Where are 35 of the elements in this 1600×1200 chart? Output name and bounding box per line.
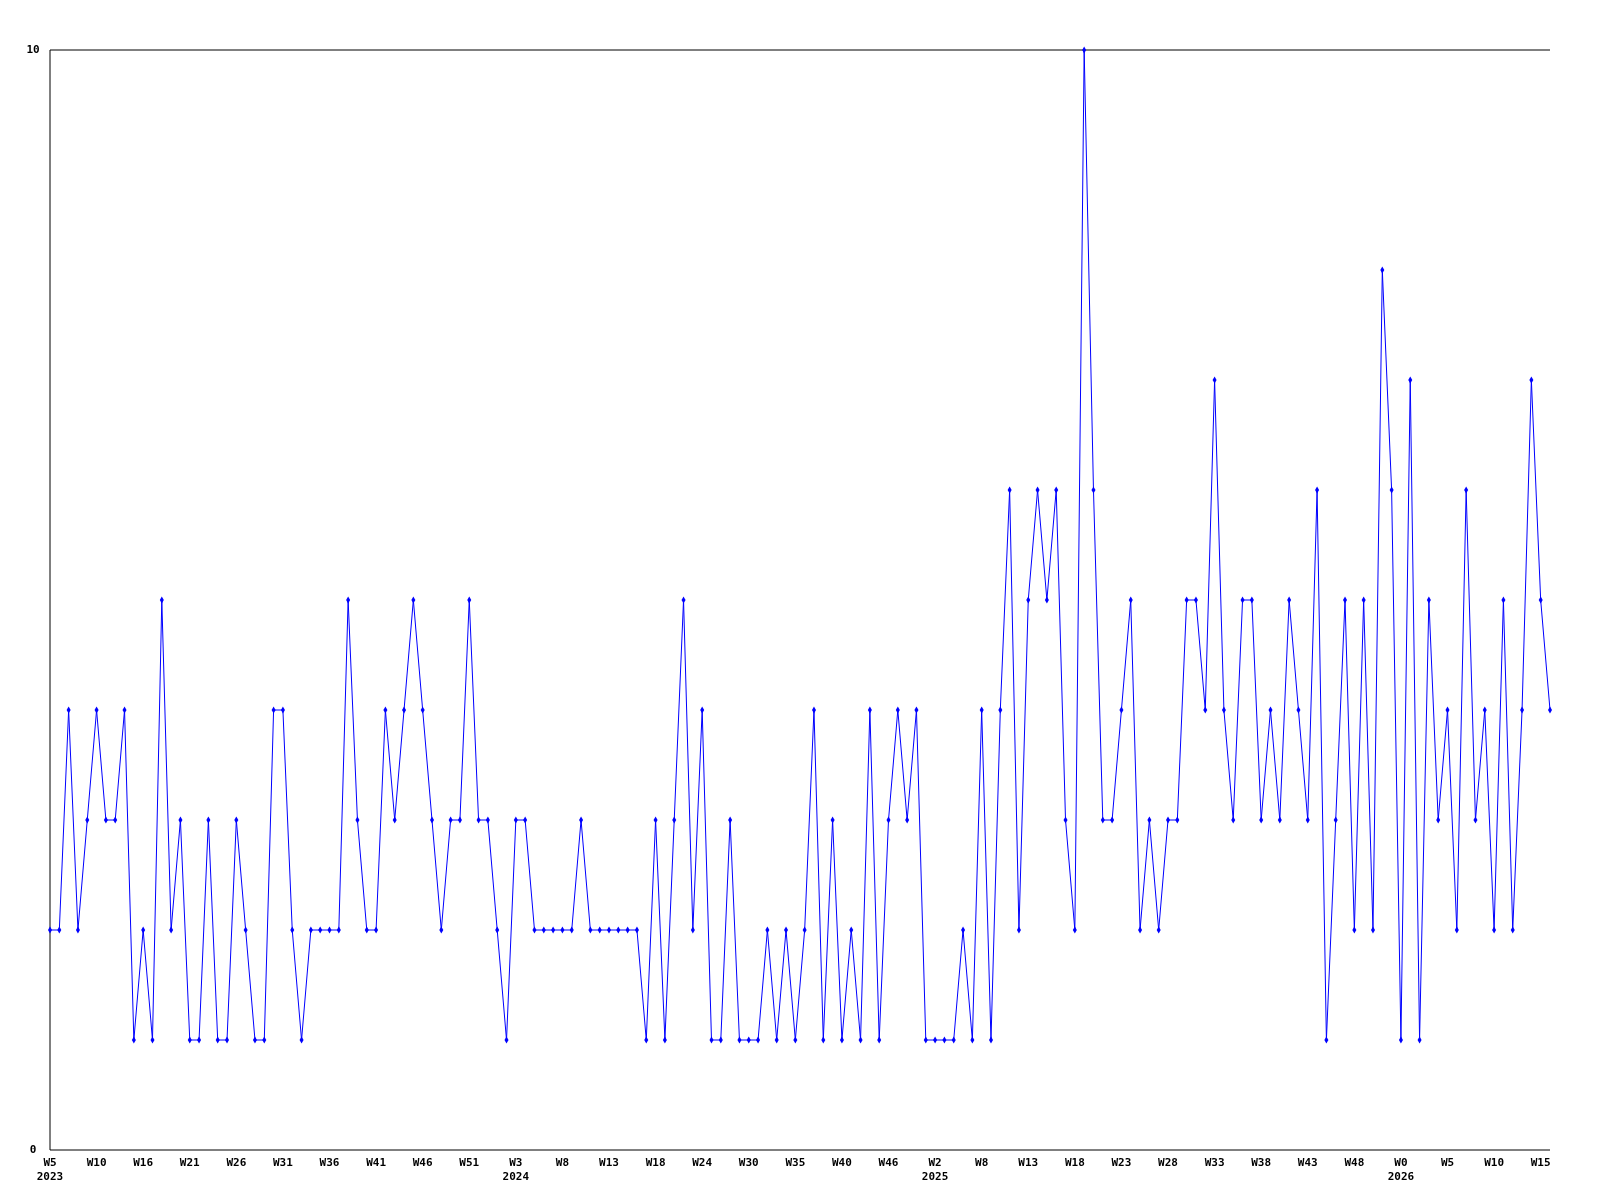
x-tick-label: W41 [366,1156,387,1169]
x-tick-label: W23 [1111,1156,1132,1169]
x-tick-label: W36 [319,1156,340,1169]
x-tick-label: W18 [1064,1156,1085,1169]
x-tick-label: W46 [878,1156,899,1169]
x-tick-label: W43 [1297,1156,1318,1169]
y-tick-label: 0 [29,1143,37,1156]
x-tick-label: W30 [738,1156,759,1169]
x-tick-label: W24 [692,1156,713,1169]
x-tick-label: W8 [555,1156,570,1169]
x-tick-label: W8 [975,1156,989,1169]
x-tick-label: W51 [459,1156,480,1169]
x-tick-label: W10 [86,1156,107,1169]
x-tick-label: W0 2026 [1387,1156,1415,1183]
x-tick-label: W26 [226,1156,247,1169]
x-tick-label: W16 [133,1156,154,1169]
y-tick-label: 10 [26,43,40,56]
x-tick-label: W5 2023 [36,1156,64,1183]
x-tick-label: W48 [1344,1156,1365,1169]
x-tick-label: W18 [645,1156,666,1169]
x-tick-label: W5 [1440,1156,1455,1169]
x-tick-label: W38 [1251,1156,1272,1169]
x-tick-label: W15 [1530,1156,1551,1169]
x-tick-label: W31 [272,1156,294,1169]
x-tick-label: W35 [785,1156,806,1169]
x-tick-label: W13 [599,1156,619,1169]
x-tick-label: W21 [179,1156,201,1169]
x-tick-label: W13 [1018,1156,1039,1169]
x-tick-label: W46 [412,1156,433,1169]
x-tick-label: W2 2025 [921,1156,949,1183]
x-tick-label: W3 2024 [502,1156,530,1183]
x-tick-label: W10 [1484,1156,1505,1169]
x-tick-label: W40 [831,1156,852,1169]
x-tick-label: W28 [1158,1156,1178,1169]
x-tick-label: W33 [1204,1156,1225,1169]
